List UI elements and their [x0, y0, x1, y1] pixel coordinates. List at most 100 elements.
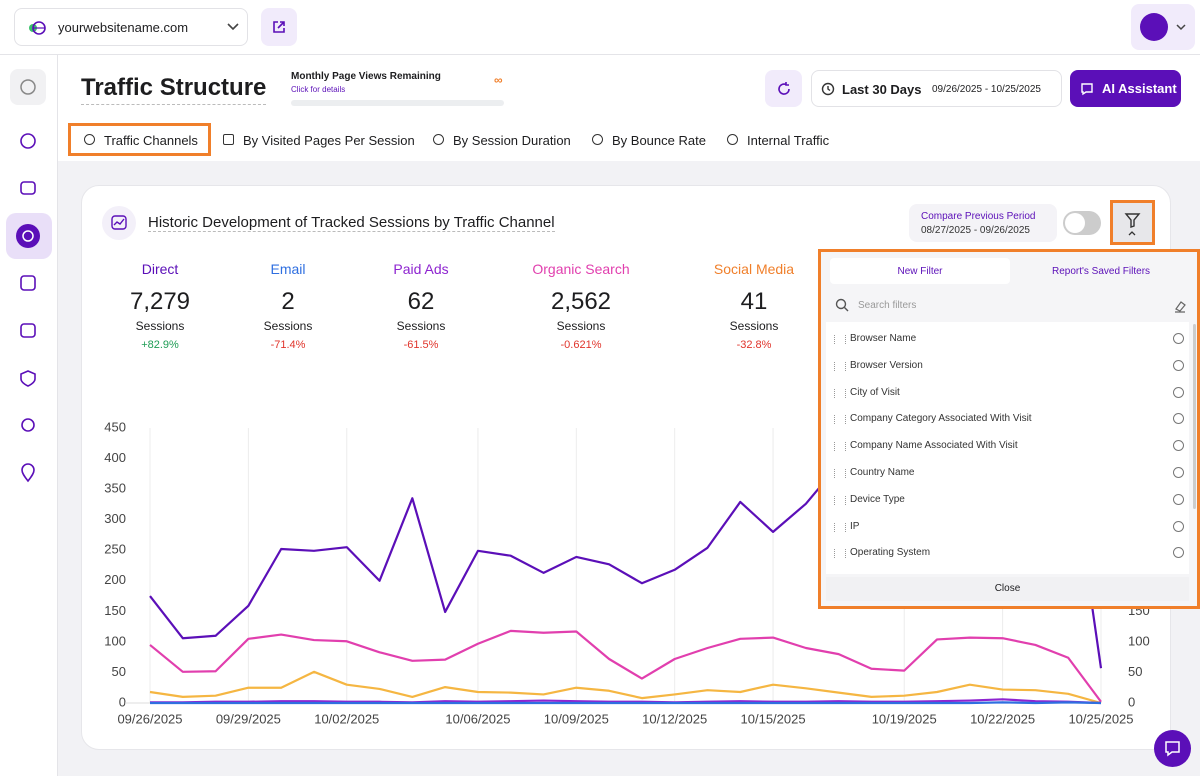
tab-icon	[727, 134, 738, 145]
chat-button[interactable]	[1154, 730, 1191, 767]
chart-title: Historic Development of Tracked Sessions…	[148, 214, 555, 232]
filter-item-arrow[interactable]	[1173, 333, 1184, 344]
tab-icon	[84, 134, 95, 145]
x-tick-label: 10/22/2025	[970, 711, 1035, 726]
nav-icon[interactable]	[21, 324, 35, 337]
refresh-icon	[776, 81, 792, 97]
filter-item[interactable]: Operating System	[850, 547, 930, 558]
stat-value: 2,562	[501, 288, 661, 316]
filter-item-icon	[834, 389, 846, 398]
compare-toggle[interactable]	[1063, 211, 1101, 235]
x-tick-label: 10/12/2025	[642, 711, 707, 726]
filter-item[interactable]: IP	[850, 521, 859, 532]
series-line	[150, 672, 1101, 703]
site-selector[interactable]: yourwebsitename.com	[14, 8, 248, 46]
series-line	[150, 702, 1101, 703]
stat-value: 41	[674, 288, 834, 316]
toggle-knob	[1065, 213, 1085, 233]
tab[interactable]: By Session Duration	[453, 133, 571, 148]
nav-icon[interactable]	[22, 419, 34, 431]
filter-item-arrow[interactable]	[1173, 521, 1184, 532]
stat-change: -32.8%	[674, 339, 834, 351]
search-placeholder[interactable]: Search filters	[858, 300, 916, 311]
collapse-button[interactable]	[10, 69, 46, 105]
site-icon	[27, 19, 47, 37]
tab-icon	[433, 134, 444, 145]
stat-name: Social Media	[674, 261, 834, 277]
filter-tab[interactable]: New Filter	[830, 266, 1010, 277]
compare-box: Compare Previous Period 08/27/2025 - 09/…	[909, 204, 1057, 242]
tab-icon	[223, 134, 234, 145]
x-tick-label: 10/15/2025	[741, 711, 806, 726]
ai-icon	[1080, 82, 1094, 96]
tab[interactable]: Traffic Channels	[104, 133, 198, 148]
tab[interactable]: Internal Traffic	[747, 133, 829, 148]
y-tick-label: 150	[104, 603, 126, 618]
filter-item-icon	[834, 442, 846, 451]
filter-button[interactable]	[1110, 200, 1155, 245]
search-icon	[835, 298, 849, 312]
tab[interactable]: By Visited Pages Per Session	[243, 133, 415, 148]
filter-item[interactable]: Country Name	[850, 467, 914, 478]
filter-item[interactable]: Device Type	[850, 494, 905, 505]
date-preset: Last 30 Days	[842, 82, 922, 97]
nav-icon[interactable]	[21, 134, 35, 148]
filter-item-arrow[interactable]	[1173, 467, 1184, 478]
quota-link[interactable]: Click for details	[291, 85, 345, 94]
tab[interactable]: By Bounce Rate	[612, 133, 706, 148]
x-tick-label: 10/25/2025	[1068, 711, 1133, 726]
y2-tick-label: 100	[1128, 633, 1150, 648]
nav-icon[interactable]	[21, 371, 35, 386]
y-tick-label: 100	[104, 633, 126, 648]
chart-icon-glyph	[102, 206, 136, 240]
y-tick-label: 450	[104, 419, 126, 434]
nav-icon[interactable]	[21, 182, 35, 194]
page-title: Traffic Structure	[81, 74, 266, 105]
filter-item[interactable]: City of Visit	[850, 387, 900, 398]
filter-item[interactable]: Browser Name	[850, 333, 916, 344]
nav-icon[interactable]	[22, 464, 34, 481]
y2-tick-label: 50	[1128, 664, 1142, 679]
filter-item-icon	[834, 496, 846, 505]
sidebar	[0, 55, 58, 776]
filter-item-arrow[interactable]	[1173, 494, 1184, 505]
stat-unit: Sessions	[674, 319, 834, 333]
compare-label: Compare Previous Period	[921, 211, 1036, 222]
ai-assistant-button[interactable]: AI Assistant	[1070, 70, 1181, 107]
filter-item[interactable]: Company Category Associated With Visit	[850, 413, 1032, 424]
site-name: yourwebsitename.com	[58, 20, 188, 35]
refresh-button[interactable]	[765, 70, 802, 107]
tab-icon	[592, 134, 603, 145]
filter-item-icon	[834, 469, 846, 478]
filter-item-arrow[interactable]	[1173, 387, 1184, 398]
x-tick-label: 09/29/2025	[216, 711, 281, 726]
series-line	[150, 631, 1101, 702]
account-button[interactable]	[1131, 4, 1195, 50]
compare-range: 08/27/2025 - 09/26/2025	[921, 225, 1030, 236]
stat-name: Paid Ads	[341, 261, 501, 277]
y-tick-label: 50	[112, 664, 126, 679]
chat-icon	[1154, 730, 1191, 767]
clear-icon[interactable]	[1173, 299, 1187, 313]
filter-item-icon	[834, 335, 846, 344]
filter-item-icon	[834, 549, 846, 558]
clock-icon	[821, 82, 835, 96]
y2-tick-label: 0	[1128, 694, 1135, 709]
filter-item[interactable]: Company Name Associated With Visit	[850, 440, 1018, 451]
external-link-button[interactable]	[261, 8, 297, 46]
close-button[interactable]: Close	[826, 583, 1189, 594]
y-tick-label: 250	[104, 542, 126, 557]
date-range: 09/26/2025 - 10/25/2025	[932, 84, 1041, 95]
filter-item-icon	[834, 362, 846, 371]
filter-panel: New Filter Report's Saved Filters Search…	[818, 249, 1200, 609]
filter-item-arrow[interactable]	[1173, 360, 1184, 371]
stat-unit: Sessions	[341, 319, 501, 333]
date-picker[interactable]: Last 30 Days 09/26/2025 - 10/25/2025	[811, 70, 1062, 107]
filter-item[interactable]: Browser Version	[850, 360, 923, 371]
stat-change: -0.621%	[501, 339, 661, 351]
stat-name: Organic Search	[501, 261, 661, 277]
nav-icon-active[interactable]	[16, 224, 40, 248]
filter-tab[interactable]: Report's Saved Filters	[1010, 266, 1192, 277]
nav-icon[interactable]	[21, 276, 35, 290]
